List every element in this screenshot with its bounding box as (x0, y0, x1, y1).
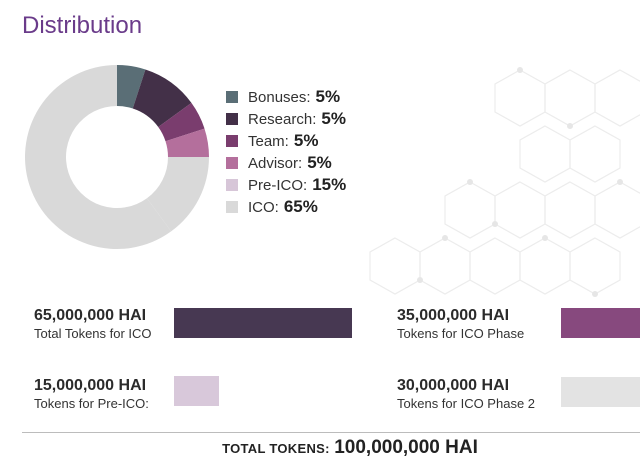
donut-slice-team (158, 102, 205, 142)
legend-label: Research: (248, 110, 317, 128)
donut-slice-bonuses (117, 65, 146, 109)
stat-pre-ico: 15,000,000 HAI Tokens for Pre-ICO: (34, 376, 149, 412)
stat-amount: 35,000,000 HAI (397, 307, 510, 324)
legend-value: 5% (293, 131, 319, 150)
stat-total-ico: 65,000,000 HAI Total Tokens for ICO (34, 306, 152, 342)
legend-item-ico: ICO: 65% (226, 196, 346, 218)
total-label: TOTAL TOKENS: (222, 441, 330, 456)
stat-bar (561, 377, 640, 407)
stat-bar (174, 308, 352, 338)
legend-label: Team: (248, 132, 289, 150)
stat-amount: 65,000,000 HAI (34, 307, 147, 324)
stat-amount: 30,000,000 HAI (397, 377, 510, 394)
stat-caption: Tokens for ICO Phase 2 (397, 396, 536, 411)
total-tokens: TOTAL TOKENS: 100,000,000 HAI (0, 437, 640, 459)
legend-swatch (226, 135, 238, 147)
total-value: 100,000,000 HAI (334, 437, 478, 458)
legend-value: 15% (312, 175, 347, 194)
stat-caption: Total Tokens for ICO (34, 326, 152, 341)
legend-value: 5% (307, 153, 332, 172)
legend-item-research: Research: 5% (226, 108, 346, 130)
legend-label: Advisor: (248, 154, 303, 172)
legend-value: 5% (315, 87, 341, 106)
legend-label: Pre-ICO: (248, 176, 308, 194)
donut-slice-advisor (165, 128, 209, 157)
stat-amount: 15,000,000 HAI (34, 377, 147, 394)
donut-slice-research (132, 69, 192, 128)
legend-swatch (226, 201, 238, 213)
stat-ico-phase-2: 30,000,000 HAI Tokens for ICO Phase 2 (397, 376, 535, 412)
page-title: Distribution (22, 12, 143, 39)
legend-item-advisor: Advisor: 5% (226, 152, 346, 174)
legend-swatch (226, 157, 238, 169)
legend-item-team: Team: 5% (226, 130, 346, 152)
legend-label: Bonuses: (248, 88, 311, 106)
stat-ico-phase: 35,000,000 HAI Tokens for ICO Phase (397, 306, 524, 342)
donut-slice-pre-ico (146, 157, 209, 232)
legend-swatch (226, 113, 238, 125)
stat-caption: Tokens for Pre-ICO: (34, 396, 149, 411)
donut-slice-ico (24, 65, 172, 250)
stat-bar (174, 376, 219, 406)
legend-value: 5% (321, 109, 346, 128)
legend-item-bonuses: Bonuses: 5% (226, 86, 346, 108)
stat-bar (561, 308, 640, 338)
chart-legend: Bonuses: 5% Research: 5% Team: 5% Adviso… (226, 86, 346, 218)
stat-caption: Tokens for ICO Phase (397, 326, 525, 341)
legend-item-pre-ico: Pre-ICO: 15% (226, 174, 346, 196)
legend-swatch (226, 91, 238, 103)
legend-value: 65% (283, 197, 318, 216)
legend-label: ICO: (248, 198, 279, 216)
divider (22, 432, 640, 433)
legend-swatch (226, 179, 238, 191)
distribution-donut-chart (24, 65, 209, 250)
